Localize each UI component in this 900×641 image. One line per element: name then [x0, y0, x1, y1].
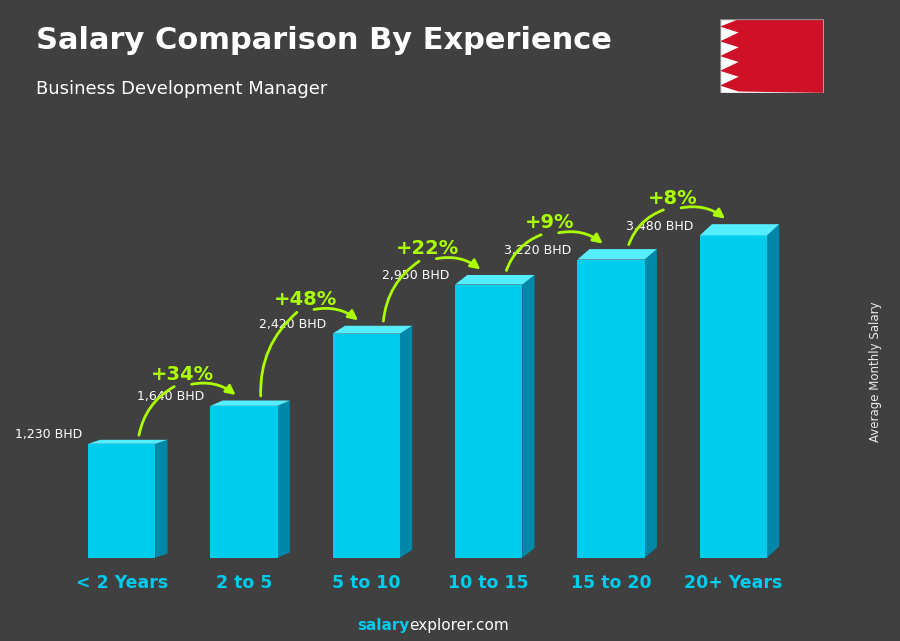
Text: 2,950 BHD: 2,950 BHD	[382, 269, 449, 282]
Polygon shape	[578, 249, 657, 260]
FancyArrowPatch shape	[139, 387, 175, 435]
Text: 1,640 BHD: 1,640 BHD	[137, 390, 204, 403]
Polygon shape	[699, 235, 767, 558]
Polygon shape	[400, 326, 412, 558]
Polygon shape	[277, 401, 290, 558]
Text: salary: salary	[357, 619, 410, 633]
FancyArrowPatch shape	[507, 235, 541, 271]
Text: 1,230 BHD: 1,230 BHD	[14, 428, 82, 441]
Polygon shape	[333, 333, 400, 558]
Text: 3,220 BHD: 3,220 BHD	[504, 244, 572, 257]
FancyArrowPatch shape	[383, 262, 419, 321]
Polygon shape	[211, 401, 290, 406]
Polygon shape	[767, 224, 779, 558]
Text: 3,480 BHD: 3,480 BHD	[626, 220, 694, 233]
FancyArrowPatch shape	[629, 210, 663, 245]
Polygon shape	[211, 406, 277, 558]
Polygon shape	[156, 440, 167, 558]
Text: +9%: +9%	[525, 213, 574, 233]
Polygon shape	[88, 440, 167, 444]
FancyArrowPatch shape	[559, 231, 600, 242]
FancyArrowPatch shape	[436, 258, 478, 267]
FancyArrowPatch shape	[261, 312, 297, 396]
Polygon shape	[720, 19, 824, 93]
Text: Business Development Manager: Business Development Manager	[36, 80, 328, 98]
Text: +48%: +48%	[274, 290, 337, 309]
FancyArrowPatch shape	[192, 383, 233, 393]
Text: Salary Comparison By Experience: Salary Comparison By Experience	[36, 26, 612, 54]
Polygon shape	[455, 275, 535, 285]
Polygon shape	[522, 275, 535, 558]
Text: +22%: +22%	[396, 239, 459, 258]
Text: Average Monthly Salary: Average Monthly Salary	[868, 301, 881, 442]
Polygon shape	[333, 326, 412, 333]
Text: +8%: +8%	[647, 188, 697, 208]
FancyArrowPatch shape	[314, 308, 356, 319]
Polygon shape	[699, 224, 779, 235]
FancyArrowPatch shape	[681, 207, 723, 217]
Text: explorer.com: explorer.com	[410, 619, 509, 633]
Polygon shape	[578, 260, 644, 558]
Polygon shape	[644, 249, 657, 558]
Polygon shape	[455, 285, 522, 558]
Text: 2,420 BHD: 2,420 BHD	[259, 318, 327, 331]
Polygon shape	[88, 444, 156, 558]
Text: +34%: +34%	[151, 365, 214, 384]
